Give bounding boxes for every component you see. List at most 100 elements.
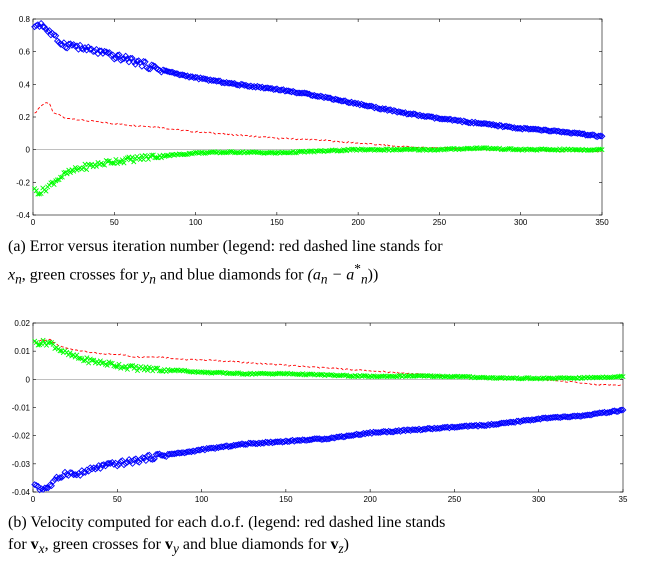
chart-a-cross-marker — [154, 155, 160, 161]
caption-a-sub-x: n — [15, 271, 22, 287]
chart-a-diamond-marker — [380, 105, 388, 113]
chart-a-diamond-marker — [367, 102, 375, 110]
chart-a-diamond-marker — [496, 121, 504, 129]
chart-b-cross-marker — [35, 342, 41, 348]
chart-b-diamond-marker — [228, 442, 236, 450]
chart-a-diamond-marker — [172, 70, 180, 77]
chart-b-x-tick-label: 100 — [195, 495, 209, 504]
chart-b-diamond-marker — [619, 406, 627, 414]
chart-b-diamond-marker — [525, 416, 533, 424]
chart-b-diamond-marker — [339, 433, 347, 441]
caption-b-text-1: Velocity computed for each d.o.f. (legen… — [30, 514, 446, 531]
chart-b-diamond-marker — [54, 475, 62, 482]
chart-b-diamond-marker — [297, 437, 305, 445]
chart-a-cross-marker — [129, 154, 135, 160]
chart-b-cross-marker — [89, 357, 95, 363]
chart-b-diamond-marker — [209, 444, 217, 452]
chart-a-cross-marker — [121, 160, 127, 166]
chart-b-y-tick-label: -0.04 — [12, 488, 31, 497]
chart-b-x-tick-label: 300 — [532, 495, 546, 504]
chart-a-cross-marker — [36, 191, 43, 197]
chart-a-diamond-marker — [117, 56, 125, 64]
caption-b-text-2: for — [8, 536, 27, 553]
chart-a-cross-marker — [80, 165, 86, 171]
chart-a-cross-marker — [158, 155, 164, 161]
chart-b-diamond-marker — [144, 452, 152, 460]
chart-a-x-tick-label: 300 — [514, 218, 528, 227]
chart-a-diamond-marker — [162, 67, 170, 75]
chart-b-diamond-marker — [331, 434, 339, 442]
chart-a-diamond-marker — [289, 87, 297, 95]
caption-a-var-y: y — [142, 266, 150, 284]
chart-a-cross-marker — [116, 159, 122, 165]
caption-b-sub-3: z — [338, 541, 344, 557]
chart-b-diamond-marker — [39, 486, 47, 493]
chart-a-cross-marker — [308, 148, 314, 154]
chart-b-diamond-marker — [113, 462, 121, 470]
chart-a-cross-marker — [371, 147, 377, 153]
chart-b-diamond-marker — [499, 419, 507, 427]
chart-b-diamond-marker — [130, 456, 138, 464]
chart-b-cross-marker — [57, 348, 63, 354]
chart-b-diamond-marker — [334, 433, 342, 441]
chart-a-cross-marker — [350, 146, 356, 152]
chart-b-diamond-marker — [457, 422, 465, 430]
chart-a-diamond-marker — [115, 51, 123, 59]
caption-b-v2: v — [164, 536, 173, 553]
chart-a-cross-marker — [43, 188, 49, 194]
chart-b-diamond-marker — [171, 450, 179, 458]
chart-b-diamond-marker — [154, 450, 162, 458]
chart-a-diamond-marker — [114, 51, 121, 59]
chart-b-diamond-marker — [107, 459, 114, 467]
chart-b-diamond-marker — [397, 427, 404, 435]
chart-b-diamond-marker — [582, 411, 590, 419]
chart-b-diamond-marker — [617, 406, 625, 414]
chart-a-diamond-marker — [499, 123, 507, 131]
chart-a-axes-box — [32, 18, 603, 216]
chart-b-diamond-marker — [159, 451, 167, 459]
chart-a-cross-marker — [58, 174, 64, 180]
chart-a-cross-marker — [228, 148, 234, 155]
chart-a-diamond-marker — [588, 131, 596, 139]
caption-b: (b) Velocity computed for each d.o.f. (l… — [8, 512, 636, 560]
chart-a-diamond-marker — [281, 87, 289, 95]
chart-a-cross-marker — [287, 150, 293, 156]
caption-a-expr-minus: − a — [327, 266, 355, 284]
chart-b-cross-marker — [370, 373, 377, 379]
chart-b-diamond-marker — [547, 414, 554, 422]
chart-a-diamond-marker — [421, 113, 429, 121]
chart-a-diamond-marker — [548, 127, 556, 135]
chart-b-diamond-marker — [71, 471, 79, 478]
chart-b-diamond-marker — [51, 476, 59, 484]
chart-a-diamond-marker — [411, 110, 419, 118]
chart-a-diamond-marker — [409, 110, 417, 118]
chart-b-diamond-marker — [105, 459, 113, 467]
chart-b-y-tick-label: 0.01 — [14, 347, 30, 356]
chart-a-cross-marker — [183, 151, 189, 157]
chart-a-cross-marker — [383, 146, 389, 152]
chart-b-diamond-marker — [152, 450, 160, 458]
chart-a-diamond-marker — [50, 31, 58, 39]
chart-b-diamond-marker — [112, 459, 120, 467]
chart-a-diamond-marker — [141, 58, 149, 66]
chart-b-diamond-marker — [361, 430, 369, 438]
chart-b-diamond-marker — [326, 435, 334, 443]
chart-a-diamond-marker — [133, 57, 141, 65]
chart-b-diamond-marker — [211, 445, 219, 453]
chart-a-diamond-marker — [310, 91, 318, 99]
caption-b-v3: v — [330, 536, 339, 553]
chart-a-cross-marker — [100, 161, 106, 168]
chart-a-cross-marker — [127, 157, 134, 163]
chart-a-diamond-marker — [383, 107, 391, 114]
chart-b-diamond-marker — [46, 481, 54, 489]
chart-b-diamond-marker — [597, 409, 605, 417]
chart-a-cross-marker — [51, 181, 57, 188]
chart-a-diamond-marker — [455, 117, 463, 125]
chart-b-diamond-marker — [285, 438, 293, 446]
chart-b-y-tick-label: -0.02 — [12, 432, 31, 441]
chart-b-diamond-marker — [483, 422, 490, 430]
chart-a-diamond-marker — [338, 97, 346, 105]
chart-b-diamond-marker — [614, 408, 622, 416]
chart-b-diamond-marker — [188, 448, 195, 456]
chart-a-x-tick-label: 200 — [351, 218, 365, 227]
